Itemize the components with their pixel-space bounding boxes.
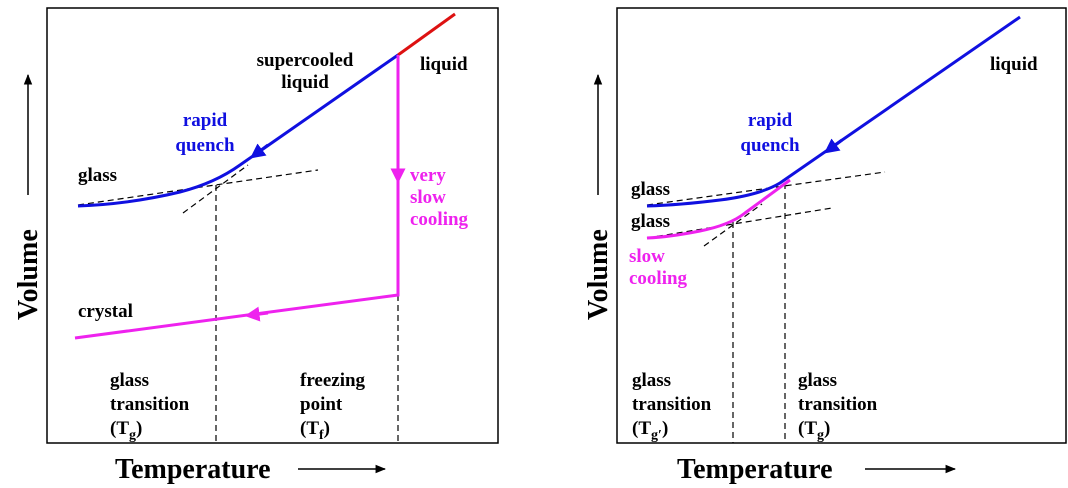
label: crystal [78, 301, 133, 322]
label: liquid [281, 72, 329, 93]
label: cooling [629, 268, 688, 289]
frame [616, 7, 1067, 444]
x-axis-label: Temperature [115, 454, 271, 485]
text: g [817, 428, 824, 443]
text: (T [300, 418, 319, 439]
text: ) [324, 418, 330, 439]
label: liquid [420, 54, 468, 75]
text: (T [110, 418, 129, 439]
label: quench [740, 135, 800, 156]
arrow [244, 306, 269, 322]
symbol: (Tg) [798, 418, 830, 443]
label: transition [632, 394, 712, 415]
label: liquid [990, 54, 1038, 75]
right-panel: liquid rapid quench glass glass slow coo… [583, 7, 1067, 485]
left-panel: supercooled liquid liquid rapid quench g… [13, 7, 499, 485]
quench-curve [646, 15, 1021, 208]
symbol: (Tg′) [632, 418, 668, 443]
symbol: (Tf) [300, 418, 330, 443]
tangent [646, 207, 833, 239]
label: slow [410, 187, 446, 208]
text: g [129, 428, 136, 443]
label: cooling [410, 209, 469, 230]
label: quench [175, 135, 235, 156]
text: ) [824, 418, 830, 439]
label: glass [632, 370, 671, 391]
label: glass [78, 165, 117, 186]
arrow [250, 143, 269, 159]
label: freezing [300, 370, 366, 391]
symbol: (Tg) [110, 418, 142, 443]
y-axis-label: Volume [13, 229, 44, 320]
label: very [410, 165, 446, 186]
text: ) [662, 418, 668, 439]
slow-curve [646, 178, 791, 240]
slow-curve [74, 55, 400, 340]
label: glass [631, 211, 670, 232]
text: g′ [651, 428, 662, 443]
label: transition [110, 394, 190, 415]
label: glass [631, 179, 670, 200]
arrow [824, 138, 843, 154]
label: transition [798, 394, 878, 415]
text: f [319, 428, 324, 443]
text: (T [798, 418, 817, 439]
label: slow [629, 246, 665, 267]
liquid-line [397, 12, 456, 57]
y-axis-label: Volume [583, 229, 614, 320]
label: glass [110, 370, 149, 391]
quench-curve [77, 53, 399, 208]
frame [46, 7, 499, 444]
text: (T [632, 418, 651, 439]
label: glass [798, 370, 837, 391]
label: rapid [748, 110, 793, 131]
label: rapid [183, 110, 228, 131]
text: ) [136, 418, 142, 439]
label: point [300, 394, 343, 415]
label: supercooled [257, 50, 354, 71]
x-axis-label: Temperature [677, 454, 833, 485]
